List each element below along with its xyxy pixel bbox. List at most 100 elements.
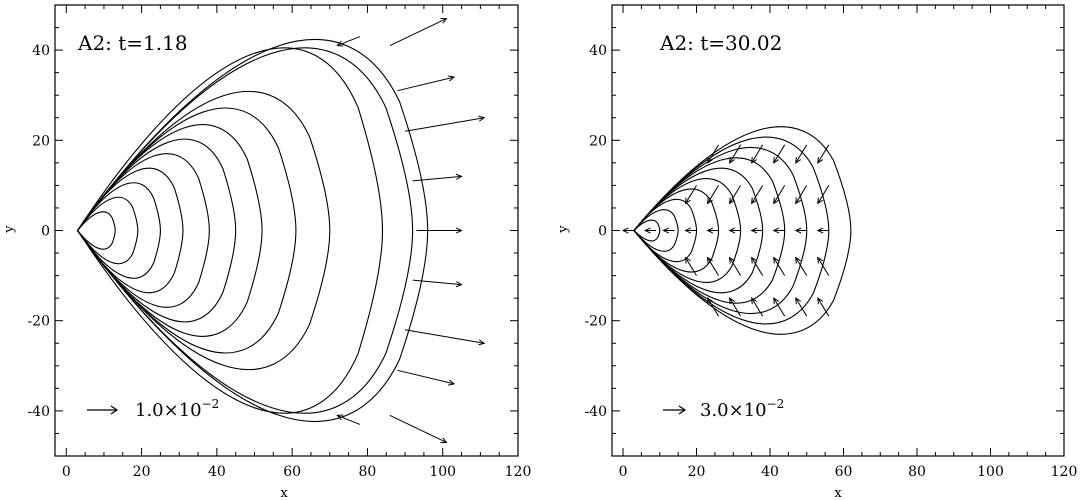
right-vector-shaft [729,144,742,164]
right-vector-arrow [795,185,808,205]
right-vector-shaft [729,185,742,204]
right-vector-head [728,197,735,205]
right-vector-head [728,297,735,305]
left-x-tick-label: 40 [208,464,226,480]
left-vector-head [455,173,463,180]
right-vector-arrow [795,297,808,317]
left-vector-arrow [404,115,486,132]
right-vector-head [621,227,629,234]
right-vector-arrow [643,227,657,234]
right-vector-arrow [773,185,786,205]
right-vector-arrow [794,227,807,234]
right-vector-head [795,297,802,305]
right-panel: 0 20 40 60 80 100 120 -40 -20 0 20 40 A2: t=30.02 x… [556,4,1078,500]
right-vector-head [795,156,802,164]
right-vector-head [728,156,735,164]
right-vector-head [728,256,735,264]
right-vector-shaft [685,185,697,204]
left-scale-label-exp: −2 [202,397,220,411]
right-vector-shaft [795,185,808,204]
left-vector-shaft [397,369,455,385]
right-vector-shaft [817,257,830,276]
right-vector-head [751,197,757,205]
right-vector-arrow [773,144,786,164]
right-vector-arrow [795,256,808,276]
right-vector-shaft [773,144,786,164]
right-vector-arrow [728,227,741,234]
left-contour-line [76,196,139,265]
left-vectors [336,18,486,443]
right-vector-shaft [817,297,830,317]
right-x-tick-label: 100 [977,464,1004,480]
right-vector-head [772,227,780,234]
left-y-tick-label: 40 [32,43,50,59]
left-contour-line [76,47,384,414]
right-vector-shaft [773,185,786,204]
right-y-tick-label: 0 [598,224,607,240]
right-vector-head [817,256,824,264]
right-vector-arrow [773,297,786,317]
right-vector-shaft [751,185,764,204]
left-contour-line [76,90,331,371]
right-contour-line [633,219,661,242]
right-vector-arrow [728,144,742,164]
right-vector-shaft [795,297,808,317]
right-vector-shaft [729,257,742,276]
left-y-tick-label: -40 [27,404,50,420]
left-x-axis-label: x [280,486,288,500]
right-y-axis-label: y [556,225,571,234]
right-vector-head [751,297,757,305]
left-vector-arrow [416,227,463,234]
right-contour-line [633,167,764,294]
left-contour-line [76,47,414,414]
left-vector-head [455,227,463,234]
left-x-tick-label: 80 [359,464,377,480]
right-x-tick-label: 20 [688,464,706,480]
right-vector-arrow [706,297,719,317]
right-scale-arrow-head [678,405,687,415]
right-vector-shaft [685,257,697,276]
right-vector-arrow [817,144,830,164]
right-vector-head [706,297,713,305]
left-contour-line [76,153,210,308]
right-y-tick-label: 20 [589,133,607,149]
left-vector-arrow [336,36,361,47]
right-vector-head [816,227,824,234]
right-x-tick-label: 120 [1051,464,1078,480]
right-x-tick-label: 80 [908,464,926,480]
left-contour-line [76,138,237,323]
right-vector-arrow [684,185,697,205]
right-vector-head [817,156,824,164]
right-vector-arrow [751,297,764,317]
right-vector-shaft [707,257,719,276]
right-vector-arrow [728,297,742,317]
right-ticks: 0 20 40 60 80 100 120 -40 -20 0 20 40 [584,4,1078,480]
right-annotation: A2: t=30.02 [659,31,782,55]
left-y-tick-label: 20 [32,133,50,149]
right-vector-arrow [662,227,675,234]
right-vector-arrow [751,144,764,164]
left-contour-line [76,124,263,337]
left-y-tick-label: -20 [27,314,50,330]
left-scale-label-base: 1.0×10 [135,400,202,421]
right-vector-head [750,227,758,234]
right-vector-arrow [706,144,719,164]
left-x-tick-label: 100 [429,464,456,480]
left-vector-head [478,339,486,346]
left-scale-arrow: 1.0×10−2 [87,397,219,421]
left-x-tick-label: 60 [283,464,301,480]
right-vector-arrow [621,227,635,234]
right-vector-arrow [706,256,719,276]
left-vector-arrow [389,414,448,443]
right-vector-head [643,227,651,234]
right-vector-head [706,197,713,205]
left-vector-head [455,281,463,288]
left-vector-shaft [412,279,462,286]
right-vector-shaft [773,297,786,317]
left-contour-line [76,211,116,250]
right-vector-head [684,256,691,264]
right-vector-head [684,197,691,205]
left-vector-shaft [397,76,455,92]
left-vector-head [440,18,448,24]
